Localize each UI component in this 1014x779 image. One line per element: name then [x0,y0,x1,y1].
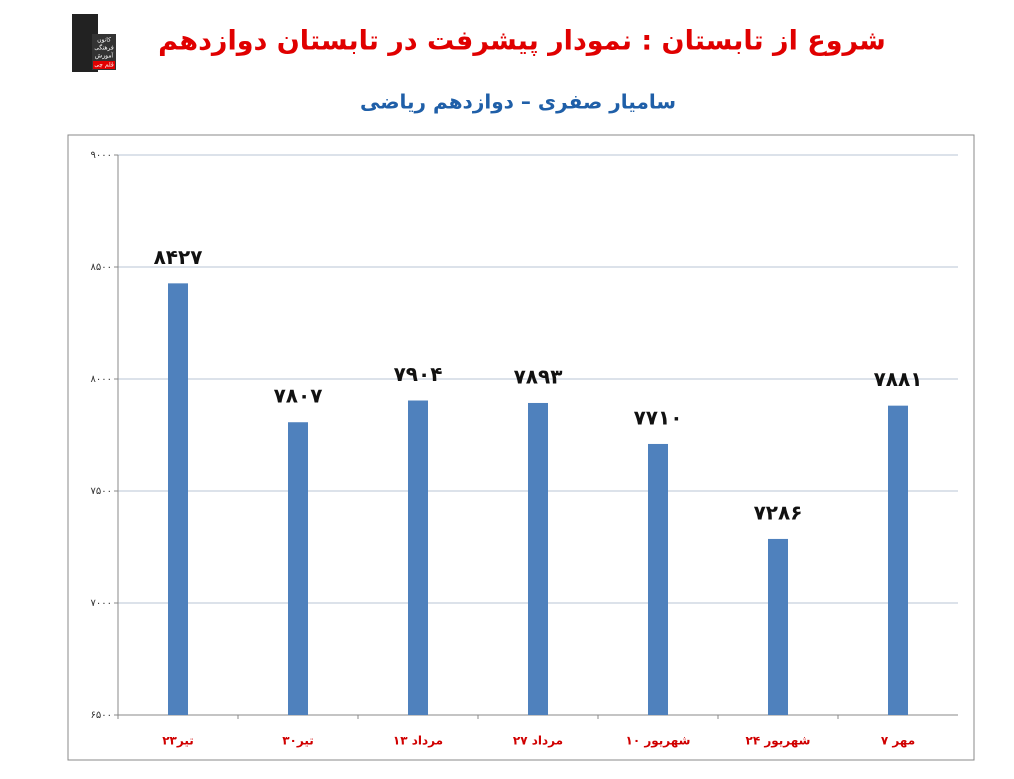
logo: کانون فرهنگی آموزش قلم چی [72,14,116,72]
logo-text: آموزش [95,51,114,60]
bar [408,400,428,715]
value-label: ۷۸۹۳ [514,364,563,388]
logo-text: فرهنگی [94,44,114,52]
value-label: ۷۹۰۴ [394,362,443,386]
chart-title: شروع از تابستان : نمودار پیشرفت در تابست… [158,26,886,57]
logo-badge [93,61,115,69]
bar [648,443,668,715]
logo-text: قلم چی [94,62,114,69]
logo-text: کانون [97,37,111,44]
x-tick-label: ۳۰تیر [282,734,314,748]
y-tick-label: ۷۰۰۰ [91,598,112,609]
chart-frame [67,134,975,761]
value-label: ۸۴۲۷ [154,245,203,269]
y-tick-label: ۷۵۰۰ [91,486,112,497]
value-label: ۷۲۸۶ [754,500,803,524]
y-tick-label: ۸۰۰۰ [91,374,112,385]
value-label: ۷۷۱۰ [634,405,683,429]
x-tick-label: ۱۰ شهریور [626,734,691,749]
bar [528,402,548,715]
bar [288,422,308,715]
y-tick-label: ۸۵۰۰ [91,262,112,273]
x-tick-label: ۱۳ مرداد [393,734,443,748]
value-label: ۷۸۸۱ [874,367,923,391]
x-tick-label: ۷ مهر [881,734,915,748]
bar [168,283,188,715]
y-tick-label: ۹۰۰۰ [91,150,112,161]
y-tick-label: ۶۵۰۰ [91,710,112,721]
chart-subtitle: سامیار صفری – دوازدهم ریاضی [360,90,676,114]
bar [888,405,908,715]
bar [768,538,788,715]
value-label: ۷۸۰۷ [274,384,323,408]
x-tick-label: ۲۴ شهریور [746,734,811,749]
x-tick-label: ۲۳تیر [162,734,194,748]
x-tick-label: ۲۷ مرداد [513,734,563,748]
